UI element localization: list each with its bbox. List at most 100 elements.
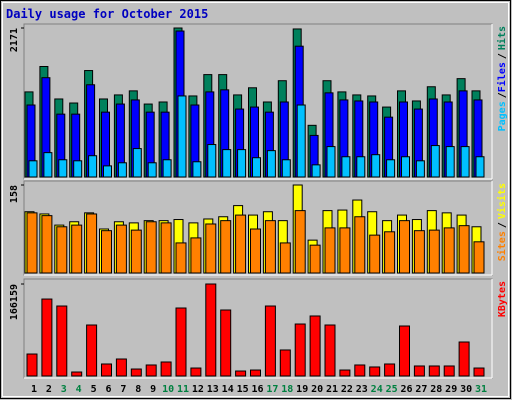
y-tick-label: 166159 xyxy=(9,284,20,320)
bar xyxy=(145,221,157,274)
bar xyxy=(264,220,276,274)
bar xyxy=(443,227,455,274)
x-tick-label: 25 xyxy=(386,384,398,395)
bar xyxy=(309,244,321,274)
bar xyxy=(401,156,410,178)
bar xyxy=(371,154,381,178)
legend: Pages/Files/Hits xyxy=(496,26,508,131)
legend-separator: / xyxy=(497,222,508,228)
bar xyxy=(58,159,68,178)
bar xyxy=(443,365,455,377)
legend-label: Visits xyxy=(496,183,508,219)
bar xyxy=(458,225,470,274)
legend: Sites / Visits xyxy=(496,183,508,261)
bar xyxy=(73,160,83,178)
bar xyxy=(43,152,53,178)
bar xyxy=(26,212,38,274)
bar xyxy=(235,214,247,274)
legend-label: Files xyxy=(496,62,508,92)
bar xyxy=(386,159,396,178)
x-tick-label: 13 xyxy=(207,384,219,395)
bar xyxy=(130,368,142,377)
bar xyxy=(415,160,425,178)
y-tick-label: 2171 xyxy=(9,28,20,52)
bar xyxy=(356,156,366,178)
bar xyxy=(294,210,306,274)
bar xyxy=(324,227,336,274)
x-tick-label: 2 xyxy=(46,384,52,395)
x-tick-label: 1 xyxy=(31,384,37,395)
bar xyxy=(309,315,321,377)
bar xyxy=(311,164,321,178)
bar xyxy=(369,234,381,274)
bar xyxy=(266,150,276,178)
bar xyxy=(71,224,83,274)
bar xyxy=(252,157,261,178)
bar xyxy=(220,220,232,274)
bar xyxy=(103,165,112,178)
x-tick-label: 10 xyxy=(162,384,174,395)
bar xyxy=(399,325,410,377)
bar xyxy=(220,309,232,377)
bar xyxy=(190,367,202,377)
x-tick-label: 21 xyxy=(326,384,338,395)
x-tick-label: 19 xyxy=(296,384,308,395)
bar xyxy=(354,364,366,377)
bar xyxy=(428,229,440,274)
bar xyxy=(475,156,485,178)
y-tick-label: 158 xyxy=(9,185,20,203)
bar xyxy=(339,227,351,274)
bar xyxy=(145,364,157,377)
legend-label: Pages xyxy=(497,101,508,131)
legend-label: Sites xyxy=(496,231,508,261)
x-tick-label: 31 xyxy=(475,384,487,395)
bar xyxy=(41,298,53,377)
bar xyxy=(175,242,187,274)
bar xyxy=(296,104,306,178)
x-tick-label: 16 xyxy=(251,384,263,395)
bar xyxy=(115,358,127,377)
bar xyxy=(207,144,217,178)
bar xyxy=(369,366,381,377)
x-tick-label: 11 xyxy=(177,384,189,395)
bar xyxy=(294,323,306,377)
bar xyxy=(177,95,187,178)
bar xyxy=(339,369,351,377)
bar xyxy=(101,363,112,377)
x-tick-label: 9 xyxy=(150,384,156,395)
x-tick-label: 5 xyxy=(91,384,97,395)
bar xyxy=(324,324,336,377)
bar xyxy=(56,305,68,377)
bar xyxy=(147,162,157,178)
bar xyxy=(130,229,142,274)
bar xyxy=(250,228,261,274)
legend-separator: / xyxy=(497,53,508,59)
bar xyxy=(88,155,98,178)
x-tick-label: 22 xyxy=(341,384,353,395)
x-tick-label: 30 xyxy=(460,384,472,395)
bar xyxy=(264,305,276,377)
x-tick-label: 24 xyxy=(371,384,383,395)
bar xyxy=(86,213,98,274)
bar xyxy=(445,146,455,178)
x-tick-label: 27 xyxy=(415,384,427,395)
bar xyxy=(41,215,53,274)
bar xyxy=(413,230,425,274)
bar xyxy=(473,241,485,274)
bar xyxy=(281,159,291,178)
bar xyxy=(235,370,247,377)
bar xyxy=(430,145,440,178)
x-tick-label: 6 xyxy=(105,384,111,395)
bar xyxy=(384,363,396,377)
x-tick-label: 28 xyxy=(430,384,442,395)
bar xyxy=(326,146,336,178)
legend-separator: / xyxy=(497,92,508,98)
bar xyxy=(250,369,261,377)
inner-border xyxy=(2,2,509,397)
bar xyxy=(160,222,172,274)
plot-area xyxy=(23,278,493,379)
bar xyxy=(222,149,232,178)
bar xyxy=(101,230,112,274)
x-tick-label: 8 xyxy=(135,384,141,395)
bar xyxy=(132,148,142,178)
